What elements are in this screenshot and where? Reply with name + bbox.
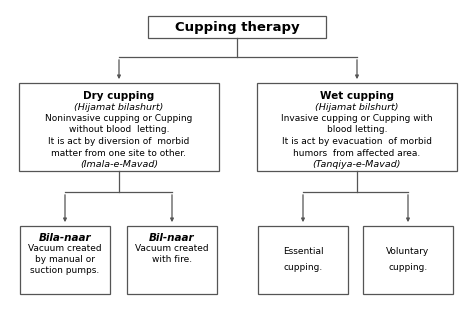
Bar — [19, 83, 219, 171]
Text: Dry cupping: Dry cupping — [83, 91, 155, 101]
Text: suction pumps.: suction pumps. — [30, 266, 100, 275]
Bar — [127, 226, 217, 294]
Text: Vacuum created: Vacuum created — [135, 244, 209, 253]
Bar — [257, 83, 457, 171]
Text: (Hijamat bilashurt): (Hijamat bilashurt) — [74, 103, 164, 111]
Text: It is act by diversion of  morbid: It is act by diversion of morbid — [48, 137, 190, 146]
Text: cupping.: cupping. — [388, 264, 428, 272]
Text: Vacuum created: Vacuum created — [28, 244, 102, 253]
Bar — [258, 226, 348, 294]
Text: Cupping therapy: Cupping therapy — [175, 21, 299, 33]
Text: It is act by evacuation  of morbid: It is act by evacuation of morbid — [282, 137, 432, 146]
Bar — [363, 226, 453, 294]
Text: Voluntary: Voluntary — [386, 247, 429, 256]
Text: matter from one site to other.: matter from one site to other. — [52, 149, 186, 158]
Bar — [148, 16, 326, 38]
Text: without blood  letting.: without blood letting. — [69, 125, 169, 134]
Bar — [20, 226, 110, 294]
Text: Noninvasive cupping or Cupping: Noninvasive cupping or Cupping — [46, 114, 193, 123]
Text: (Tanqiya-e-Mavad): (Tanqiya-e-Mavad) — [313, 160, 401, 169]
Text: Invasive cupping or Cupping with: Invasive cupping or Cupping with — [281, 114, 433, 123]
Text: cupping.: cupping. — [283, 264, 323, 272]
Text: (Hijamat bilshurt): (Hijamat bilshurt) — [315, 103, 399, 111]
Text: Bil-naar: Bil-naar — [149, 233, 195, 243]
Text: Essential: Essential — [283, 247, 323, 256]
Text: Wet cupping: Wet cupping — [320, 91, 394, 101]
Text: blood letting.: blood letting. — [327, 125, 387, 134]
Text: with fire.: with fire. — [152, 255, 192, 264]
Text: by manual or: by manual or — [35, 255, 95, 264]
Text: (Imala-e-Mavad): (Imala-e-Mavad) — [80, 160, 158, 169]
Text: Bila-naar: Bila-naar — [39, 233, 91, 243]
Text: humors  from affected area.: humors from affected area. — [293, 149, 420, 158]
